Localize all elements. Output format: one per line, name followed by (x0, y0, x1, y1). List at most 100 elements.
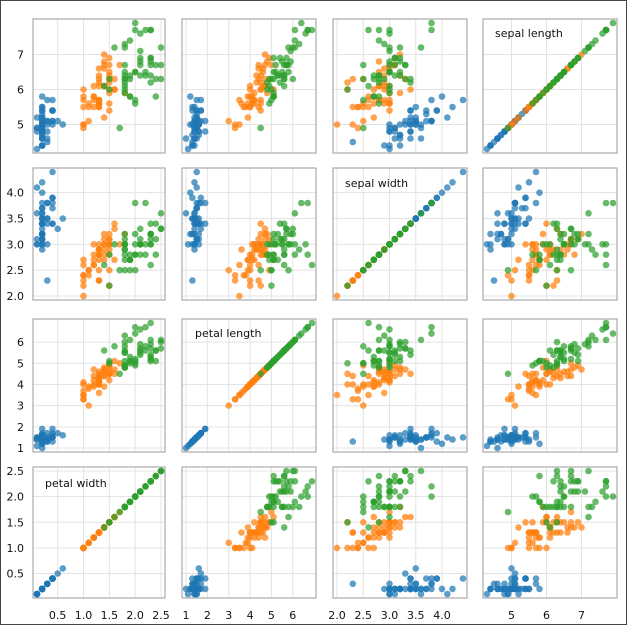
data-point (152, 235, 160, 243)
data-point (567, 241, 575, 248)
data-point (33, 114, 41, 121)
data-point (111, 220, 118, 227)
data-point (201, 585, 209, 593)
data-point (428, 425, 435, 433)
data-point (111, 75, 118, 83)
data-point (268, 75, 275, 83)
data-point (438, 585, 446, 593)
data-point (444, 184, 451, 191)
data-point (536, 189, 543, 196)
data-point (550, 79, 557, 86)
data-point (402, 75, 409, 83)
data-point (567, 266, 575, 274)
data-point (360, 103, 367, 111)
data-point (402, 488, 409, 495)
data-point (111, 357, 118, 365)
data-point (391, 61, 399, 69)
data-point (511, 199, 519, 207)
data-point (508, 241, 515, 248)
data-point (152, 357, 160, 365)
data-point (261, 235, 269, 243)
data-point (38, 585, 46, 593)
data-point (511, 402, 519, 409)
data-point (263, 241, 271, 248)
data-point (386, 44, 393, 51)
data-point (44, 138, 51, 146)
data-point (246, 277, 254, 284)
data-point (308, 261, 316, 269)
data-point (386, 519, 393, 526)
data-point (80, 282, 87, 290)
data-point (263, 230, 271, 238)
data-point (360, 96, 367, 104)
data-point (438, 93, 446, 100)
data-point (391, 54, 399, 62)
data-point (567, 366, 575, 373)
cell-frame (181, 318, 317, 453)
data-point (187, 93, 194, 100)
data-point (412, 580, 420, 588)
data-point (567, 345, 575, 352)
data-point (276, 478, 284, 485)
data-point (407, 434, 414, 441)
data-point (349, 396, 357, 403)
data-point (602, 483, 610, 490)
data-point (236, 96, 243, 104)
data-point (543, 282, 550, 290)
y-tick-label: 2.0 (7, 491, 25, 504)
y-tick-label: 7 (17, 49, 24, 62)
data-point (391, 366, 399, 373)
data-point (375, 100, 383, 107)
data-point (268, 498, 275, 506)
data-point (396, 121, 404, 128)
data-point (49, 220, 56, 227)
data-point (504, 508, 512, 516)
data-point (100, 65, 108, 72)
data-point (365, 381, 372, 388)
data-point (501, 241, 508, 248)
data-point (360, 498, 367, 506)
data-point (106, 107, 113, 114)
data-point (189, 277, 196, 284)
data-point (225, 402, 232, 409)
data-point (511, 539, 519, 547)
data-point (515, 524, 522, 531)
data-point (417, 436, 425, 443)
data-point (38, 121, 46, 128)
data-point (100, 524, 108, 531)
data-point (581, 488, 589, 495)
data-point (308, 319, 316, 327)
data-point (95, 277, 103, 284)
data-point (386, 61, 393, 69)
data-point (59, 432, 67, 439)
data-point (248, 379, 256, 386)
data-point (121, 44, 129, 51)
data-point (349, 103, 357, 111)
data-point (365, 391, 372, 399)
data-point (142, 323, 149, 331)
data-point (375, 323, 383, 331)
data-point (270, 472, 277, 480)
data-point (536, 440, 543, 448)
data-point (189, 142, 196, 149)
data-point (386, 513, 393, 521)
data-point (417, 44, 425, 51)
data-point (375, 529, 383, 536)
data-point (201, 117, 209, 125)
data-point (106, 230, 113, 238)
data-point (333, 121, 341, 128)
y-tick-label: 0.5 (7, 568, 25, 581)
data-point (508, 396, 515, 403)
data-point (236, 292, 243, 300)
x-tick-label: 4 (247, 609, 254, 622)
x-tick-label: 6 (289, 609, 296, 622)
data-point (100, 246, 108, 253)
data-point (283, 467, 290, 475)
y-tick-label: 1.0 (7, 542, 25, 555)
data-point (386, 349, 393, 357)
cell-frame (332, 167, 468, 301)
y-tick-label: 1.5 (7, 516, 25, 529)
data-point (193, 110, 200, 118)
data-point (349, 544, 357, 552)
data-point (602, 261, 610, 269)
